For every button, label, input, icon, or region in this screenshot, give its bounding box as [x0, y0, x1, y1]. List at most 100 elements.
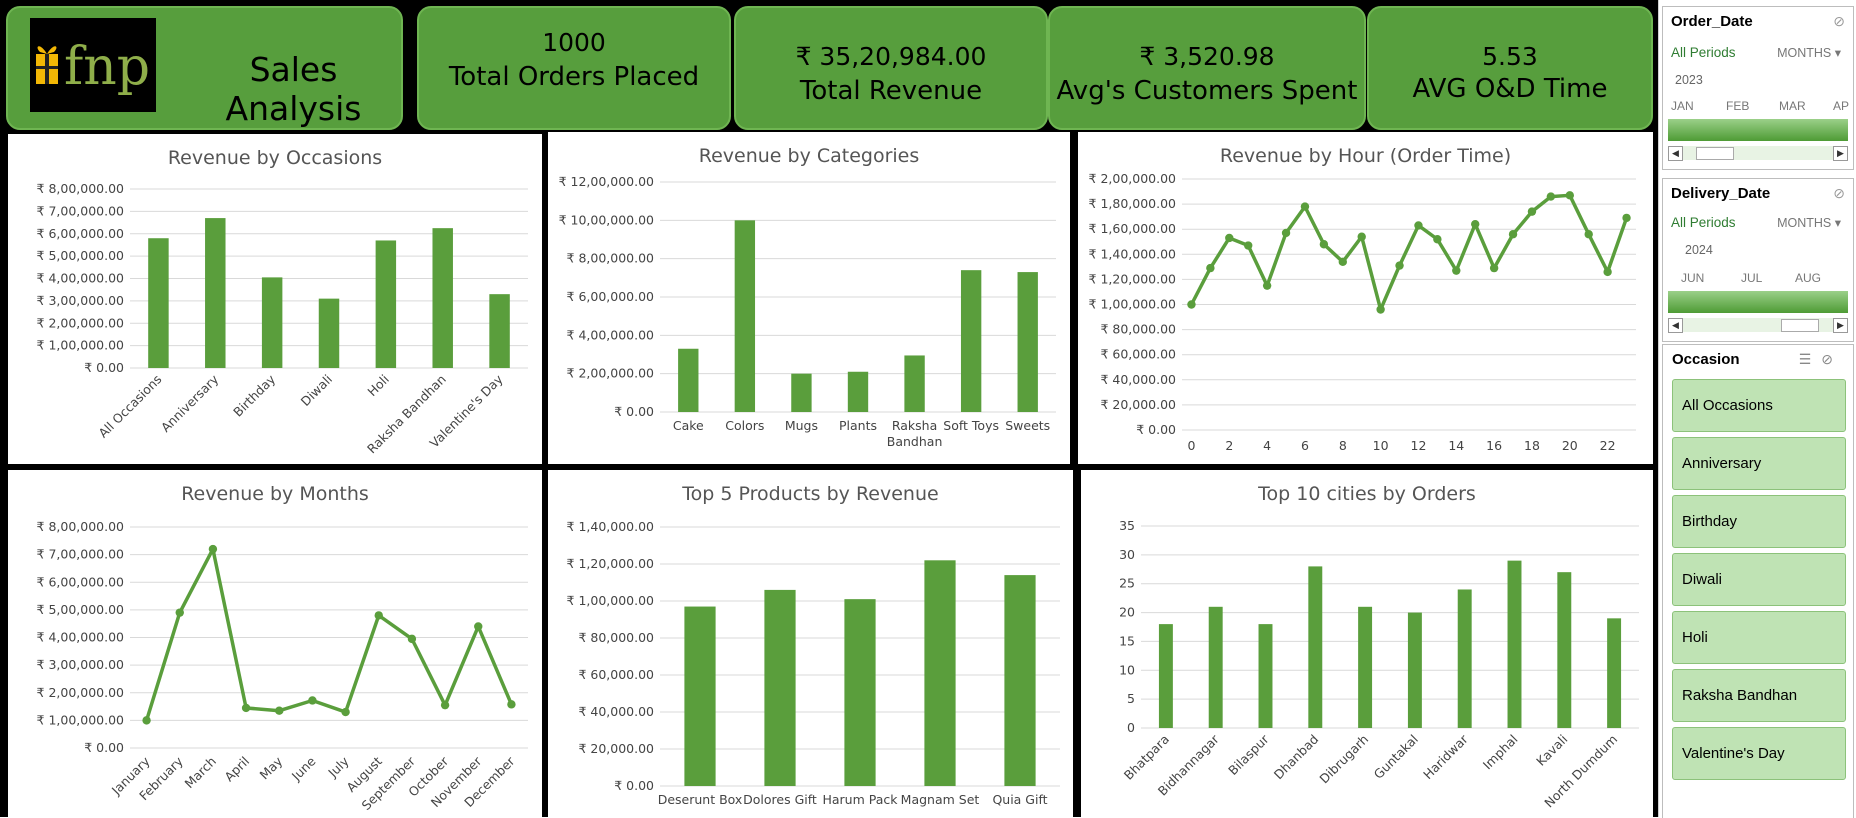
fnp-logo: fnp [30, 18, 156, 112]
scroll-thumb[interactable] [1695, 147, 1734, 160]
x-tick-label: 4 [1263, 438, 1271, 453]
timeline-year: 2023 [1675, 73, 1703, 87]
timeline-period-bar[interactable] [1668, 119, 1848, 141]
y-tick-label: ₹ 0.00 [1136, 422, 1176, 437]
y-tick-label: ₹ 4,00,000.00 [567, 327, 655, 342]
slicer-item[interactable]: Diwali [1672, 553, 1846, 606]
data-point [1206, 263, 1215, 273]
y-tick-label: ₹ 8,00,000.00 [37, 519, 125, 534]
x-tick-label: 2 [1225, 438, 1233, 453]
data-point [1376, 305, 1385, 314]
y-tick-label: ₹ 60,000.00 [1100, 347, 1176, 362]
gift-box-icon: fnp [36, 37, 150, 97]
x-tick-label: 18 [1524, 438, 1540, 453]
data-point [1281, 228, 1291, 238]
slicer-item[interactable]: Birthday [1672, 495, 1846, 548]
timeline-month[interactable]: JUL [1741, 271, 1763, 285]
timeline-month[interactable]: JAN [1671, 99, 1694, 113]
timeline-title: Order_Date [1671, 13, 1753, 30]
kpi-label: Avg's Customers Spent [1056, 76, 1358, 106]
data-point [507, 700, 516, 709]
data-point [1338, 257, 1347, 267]
bar [1407, 612, 1422, 728]
bar [764, 589, 796, 786]
dashboard-title: Sales Analysis [225, 50, 362, 128]
timeline-scrollbar[interactable]: ◀ ▶ [1668, 146, 1848, 161]
y-tick-label: ₹ 0.00 [614, 778, 654, 793]
data-point [1300, 202, 1310, 211]
timeline-month[interactable]: FEB [1726, 99, 1750, 113]
slicer-item[interactable]: Holi [1672, 611, 1846, 664]
kpi-value: 5.53 [1482, 42, 1538, 71]
timeline-delivery-date[interactable]: Delivery_Date ⊘ All Periods MONTHS ▾ 202… [1662, 178, 1854, 342]
clear-filter-icon[interactable]: ⊘ [1821, 351, 1843, 367]
chart-title: Revenue by Hour (Order Time) [1220, 145, 1511, 167]
y-tick-label: ₹ 2,00,000.00 [37, 315, 125, 330]
slicer-item[interactable]: Anniversary [1672, 437, 1846, 490]
scroll-right-arrow-icon[interactable]: ▶ [1833, 318, 1848, 333]
data-point [1433, 235, 1442, 244]
y-tick-label: ₹ 80,000.00 [578, 630, 654, 645]
timeline-month[interactable]: AP [1833, 99, 1850, 113]
bar [678, 348, 699, 412]
clear-filter-icon[interactable]: ⊘ [1833, 13, 1845, 29]
kpi-total-orders: 1000 Total Orders Placed [417, 6, 731, 130]
x-tick-label: All Occasions [95, 372, 164, 441]
x-tick-label: Mugs [785, 418, 818, 433]
y-tick-label: ₹ 40,000.00 [578, 704, 654, 719]
chart-top-products: Top 5 Products by Revenue ₹ 0.00 ₹ 20,000.… [548, 470, 1073, 817]
data-point [474, 622, 483, 631]
slicer-item[interactable]: Raksha Bandhan [1672, 669, 1846, 722]
data-point [308, 696, 317, 705]
timeline-all-periods[interactable]: All Periods [1671, 45, 1736, 60]
bar [924, 560, 956, 786]
timeline-all-periods[interactable]: All Periods [1671, 215, 1736, 230]
y-tick-label: ₹ 1,40,000.00 [1089, 246, 1177, 261]
x-tick-label: April [221, 754, 252, 785]
y-tick-label: ₹ 1,80,000.00 [1089, 196, 1177, 211]
y-tick-label: ₹ 1,00,000.00 [1089, 297, 1177, 312]
filter-pane: Order_Date ⊘ All Periods MONTHS ▾ 2023 J… [1658, 0, 1856, 818]
slicer-item[interactable]: Valentine's Day [1672, 727, 1846, 780]
bar [844, 599, 876, 786]
y-tick-label: ₹ 10,00,000.00 [559, 212, 654, 227]
bar [489, 294, 510, 368]
bar [1308, 566, 1323, 728]
x-tick-label: July [324, 753, 352, 781]
data-point [1262, 281, 1272, 290]
x-tick-label: Magnam Set [901, 792, 980, 807]
timeline-month[interactable]: JUN [1681, 271, 1705, 285]
scroll-left-arrow-icon[interactable]: ◀ [1668, 318, 1683, 333]
timeline-level-dropdown[interactable]: MONTHS ▾ [1777, 45, 1841, 60]
timeline-month[interactable]: AUG [1795, 271, 1822, 285]
x-tick-label: Dolores Gift [743, 792, 817, 807]
slicer-item[interactable]: All Occasions [1672, 379, 1846, 432]
y-tick-label: ₹ 1,00,000.00 [37, 338, 125, 353]
series-line [144, 547, 514, 721]
y-tick-label: ₹ 1,20,000.00 [567, 556, 655, 571]
chart-svg: Top 5 Products by Revenue ₹ 0.00 ₹ 20,000.… [567, 483, 1060, 807]
scroll-thumb[interactable] [1780, 319, 1819, 332]
bar [791, 373, 812, 412]
multi-select-icon[interactable]: ☰ [1798, 351, 1822, 367]
kpi-value: 1000 [542, 28, 606, 57]
kpi-total-revenue: ₹ 35,20,984.00 Total Revenue [734, 6, 1048, 130]
timeline-order-date[interactable]: Order_Date ⊘ All Periods MONTHS ▾ 2023 J… [1662, 6, 1854, 170]
scroll-right-arrow-icon[interactable]: ▶ [1833, 146, 1848, 161]
timeline-month[interactable]: MAR [1779, 99, 1806, 113]
scroll-left-arrow-icon[interactable]: ◀ [1668, 146, 1683, 161]
chart-title: Revenue by Months [181, 483, 369, 505]
chart-title: Revenue by Categories [699, 145, 920, 167]
chart-svg: Revenue by Hour (Order Time) ₹ 0.00 ₹ 20,0… [1089, 145, 1636, 453]
timeline-scrollbar[interactable]: ◀ ▶ [1668, 318, 1848, 333]
timeline-period-bar[interactable] [1668, 291, 1848, 313]
chart-svg: Revenue by Months ₹ 0.00 ₹ 1,00,000.00 ₹ 2,… [37, 483, 528, 813]
chart-revenue-by-months: Revenue by Months ₹ 0.00 ₹ 1,00,000.00 ₹ 2,… [8, 470, 542, 817]
data-point [1471, 219, 1480, 229]
slicer-occasion: Occasion ☰⊘ All Occasions Anniversary Bi… [1662, 344, 1854, 818]
timeline-level-dropdown[interactable]: MONTHS ▾ [1777, 215, 1841, 230]
y-tick-label: ₹ 1,00,000.00 [567, 593, 655, 608]
bar [1457, 589, 1472, 728]
clear-filter-icon[interactable]: ⊘ [1833, 185, 1845, 201]
bar [375, 240, 397, 368]
